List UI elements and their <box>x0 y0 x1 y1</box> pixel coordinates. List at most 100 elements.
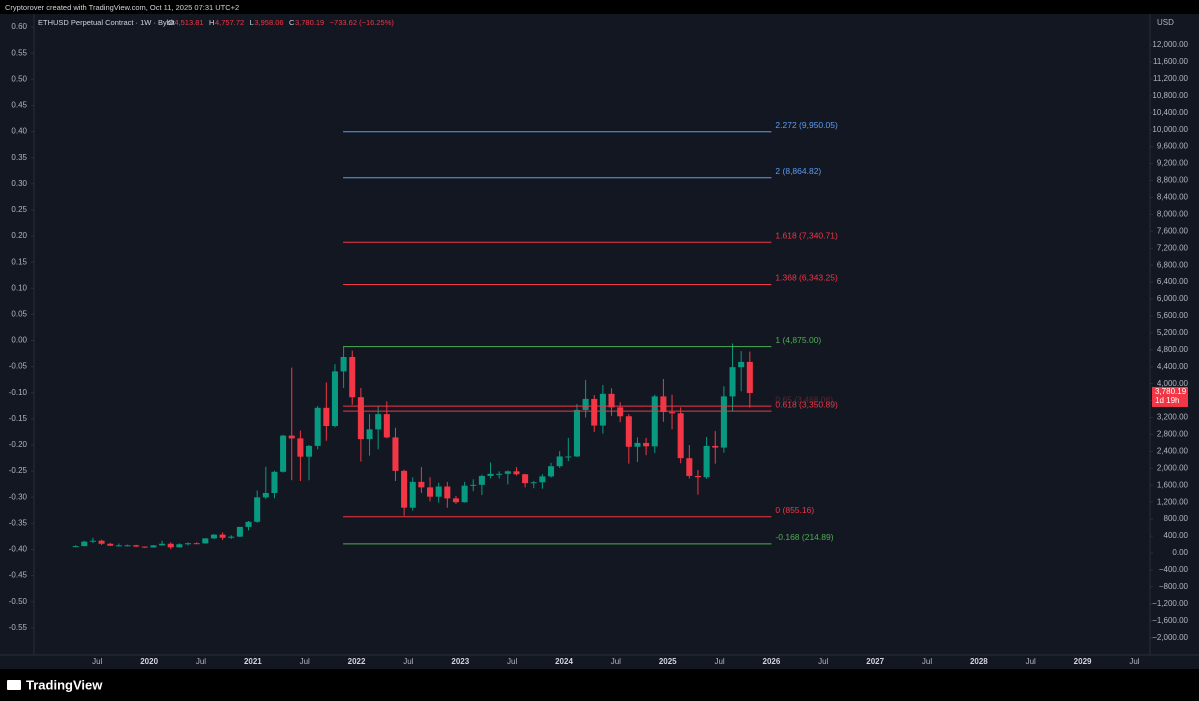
y2-tick-label: -0.50 <box>9 597 28 606</box>
x-tick-label: 2027 <box>866 657 884 666</box>
countdown: 1d 19h <box>1155 396 1179 405</box>
y2-tick-label: 0.05 <box>11 309 27 318</box>
x-tick-label: 2023 <box>451 657 469 666</box>
candle-body <box>625 416 632 447</box>
candle-body <box>340 356 347 372</box>
y-tick-label: 2,800.00 <box>1157 430 1189 439</box>
x-tick-label: Jul <box>403 657 413 666</box>
candle-body <box>582 398 589 410</box>
x-tick-label: Jul <box>818 657 828 666</box>
y2-tick-label: -0.10 <box>9 388 28 397</box>
candle-body <box>141 546 148 548</box>
legend-key: O <box>168 18 174 27</box>
x-tick-label: Jul <box>1026 657 1036 666</box>
candle-body <box>470 484 477 486</box>
candle-body <box>669 412 676 414</box>
symbol: ETHUSD Perpetual Contract · 1W · Bybit <box>38 18 176 27</box>
candle-body <box>193 543 200 545</box>
legend-change: −733.62 (−16.25%) <box>330 18 395 27</box>
y-tick-label: 1,200.00 <box>1157 497 1189 506</box>
y-tick-label: 4,400.00 <box>1157 362 1189 371</box>
candle-body <box>573 409 580 457</box>
candle-body <box>548 466 555 477</box>
legend-key: H <box>209 18 214 27</box>
y2-tick-label: 0.55 <box>11 48 27 57</box>
y2-tick-label: -0.25 <box>9 466 28 475</box>
candle-body <box>504 471 511 474</box>
candle-body <box>617 407 624 417</box>
candle-body <box>738 361 745 368</box>
candle-body <box>245 521 252 527</box>
candle-body <box>712 445 719 448</box>
candle-body <box>383 414 390 438</box>
price-tag <box>1152 386 1188 407</box>
candle-body <box>236 526 243 537</box>
candle-body <box>401 470 408 508</box>
candle-body <box>228 536 235 538</box>
fib-label: 2.272 (9,950.05) <box>775 120 838 130</box>
candle-body <box>720 396 727 448</box>
fib-label: 0.65 (3,468.06) <box>775 394 833 404</box>
y-tick-label: 2,000.00 <box>1157 463 1189 472</box>
candle-body <box>184 543 192 545</box>
y-tick-label: 8,000.00 <box>1157 209 1189 218</box>
y-tick-label: 7,200.00 <box>1157 243 1189 252</box>
y-tick-label: 10,400.00 <box>1152 108 1188 117</box>
candle-body <box>539 476 546 483</box>
x-tick-label: Jul <box>1129 657 1139 666</box>
x-tick-label: 2028 <box>970 657 988 666</box>
y2-tick-label: -0.15 <box>9 414 28 423</box>
candle-body <box>452 498 459 503</box>
y-tick-label: 6,400.00 <box>1157 277 1189 286</box>
y-tick-label: 9,200.00 <box>1157 159 1189 168</box>
y-tick-label: 10,800.00 <box>1152 91 1188 100</box>
candle-body <box>513 471 520 475</box>
candle-body <box>444 486 451 499</box>
y2-tick-label: 0.35 <box>11 153 27 162</box>
candle-body <box>409 481 416 508</box>
candle-body <box>565 456 572 458</box>
y2-tick-label: -0.20 <box>9 440 28 449</box>
top-bar <box>0 0 1199 14</box>
y2-tick-label: 0.15 <box>11 257 27 266</box>
candle-body <box>478 475 485 485</box>
fib-label: 0.618 (3,350.89) <box>775 399 838 409</box>
y-tick-label: 4,000.00 <box>1157 379 1189 388</box>
y2-tick-label: 0.45 <box>11 101 27 110</box>
candle-body <box>176 544 183 548</box>
candle-body <box>556 456 563 467</box>
y-tick-label: 11,200.00 <box>1153 74 1189 83</box>
legend-value: 3,958.06 <box>254 18 283 27</box>
y2-tick-label: 0.60 <box>11 22 27 31</box>
candle-body <box>435 486 442 497</box>
y-tick-label: −1,200.00 <box>1152 599 1188 608</box>
candle-body <box>427 487 434 497</box>
y-tick-label: 5,200.00 <box>1157 328 1189 337</box>
candle-body <box>98 540 105 544</box>
y-tick-label: 6,000.00 <box>1157 294 1189 303</box>
footer <box>0 669 1199 701</box>
candle-body <box>686 458 693 476</box>
fib-label: -0.168 (214.89) <box>775 532 833 542</box>
y-tick-label: −400.00 <box>1159 565 1189 574</box>
logo-icon <box>7 680 21 690</box>
candle-body <box>746 361 753 393</box>
x-tick-label: Jul <box>714 657 724 666</box>
candle-body <box>150 545 157 548</box>
y-tick-label: −2,000.00 <box>1152 633 1188 642</box>
y-tick-label: 10,000.00 <box>1152 125 1188 134</box>
candle-body <box>608 393 615 408</box>
candle-body <box>522 474 529 484</box>
candle-body <box>366 429 373 440</box>
candle-body <box>133 545 140 547</box>
candle-body <box>643 442 650 447</box>
y-tick-label: 800.00 <box>1164 514 1189 523</box>
candle-body <box>262 493 269 498</box>
y-tick-label: 11,600.00 <box>1153 57 1189 66</box>
x-tick-label: 2029 <box>1074 657 1092 666</box>
y-tick-label: 400.00 <box>1164 531 1189 540</box>
candle-body <box>219 534 226 538</box>
x-tick-label: Jul <box>922 657 932 666</box>
y-tick-label: 8,800.00 <box>1157 176 1189 185</box>
